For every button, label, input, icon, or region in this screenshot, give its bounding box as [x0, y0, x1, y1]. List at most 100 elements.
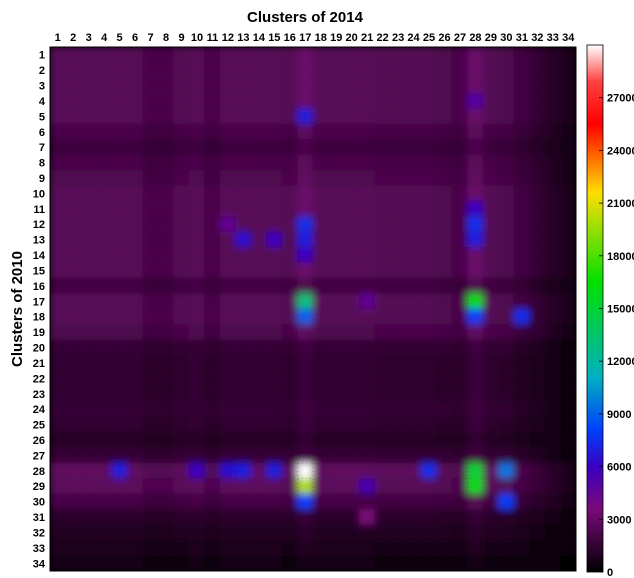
heatmap-cell [143, 509, 159, 525]
heatmap-cell [344, 170, 360, 186]
heatmap-cell [158, 185, 174, 201]
heatmap-cell [173, 509, 189, 525]
heatmap-cell [498, 201, 514, 217]
heatmap-cell [235, 540, 251, 556]
heatmap-cell [158, 309, 174, 325]
heatmap-cell [406, 370, 422, 386]
heatmap-cell [359, 185, 375, 201]
heatmap-cell [127, 463, 143, 479]
heatmap-cell [282, 309, 298, 325]
heatmap-cell [390, 355, 406, 371]
heatmap-cell [467, 524, 483, 540]
heatmap-cell [483, 93, 499, 109]
heatmap-cell [498, 278, 514, 294]
heatmap-cell [81, 340, 97, 356]
heatmap-cell [251, 78, 267, 94]
heatmap-cell [235, 478, 251, 494]
heatmap-cell [344, 432, 360, 448]
heatmap-cell [96, 401, 112, 417]
heatmap-cell [344, 108, 360, 124]
heatmap-cell [282, 47, 298, 63]
heatmap-cell [143, 232, 159, 248]
colorbar-tick-label: 18000 [607, 251, 634, 263]
x-tick-label: 17 [299, 32, 311, 44]
heatmap-cell [390, 401, 406, 417]
heatmap-cell [81, 540, 97, 556]
heatmap-cell [421, 309, 437, 325]
heatmap-cell [529, 62, 545, 78]
heatmap-cell [204, 78, 220, 94]
heatmap-cell [375, 139, 391, 155]
heatmap-cell [112, 478, 128, 494]
heatmap-cell [313, 340, 329, 356]
heatmap-cell [390, 555, 406, 571]
heatmap-cell [560, 417, 576, 433]
heatmap-cell [498, 47, 514, 63]
x-tick-label: 26 [438, 32, 450, 44]
heatmap-cell [498, 494, 514, 510]
heatmap-cell [375, 170, 391, 186]
heatmap-cell [266, 417, 282, 433]
heatmap-cell [158, 155, 174, 171]
heatmap-cell [50, 494, 66, 510]
heatmap-cell [483, 340, 499, 356]
heatmap-cell [560, 262, 576, 278]
heatmap-cell [220, 309, 236, 325]
heatmap-cell [220, 340, 236, 356]
heatmap-cell [467, 170, 483, 186]
heatmap-cell [143, 463, 159, 479]
heatmap-cell [545, 62, 561, 78]
heatmap-cell [560, 540, 576, 556]
heatmap-cell [266, 524, 282, 540]
heatmap-cell [421, 447, 437, 463]
heatmap-cell [514, 417, 530, 433]
heatmap-cell [282, 62, 298, 78]
heatmap-cell [375, 185, 391, 201]
heatmap-cell [297, 463, 313, 479]
heatmap-cell [436, 185, 452, 201]
heatmap-cell [328, 47, 344, 63]
heatmap-cell [344, 509, 360, 525]
x-tick-label: 7 [147, 32, 153, 44]
heatmap-cell [545, 524, 561, 540]
heatmap-cell [96, 540, 112, 556]
heatmap-cell [266, 386, 282, 402]
heatmap-cell [220, 78, 236, 94]
heatmap-cell [189, 355, 205, 371]
y-tick-label: 23 [33, 389, 45, 401]
heatmap-cell [406, 509, 422, 525]
heatmap-cell [545, 447, 561, 463]
heatmap-cell [297, 78, 313, 94]
heatmap-cell [421, 47, 437, 63]
heatmap-cell [467, 201, 483, 217]
heatmap-cell [436, 309, 452, 325]
heatmap-cell [173, 201, 189, 217]
heatmap-cell [313, 478, 329, 494]
heatmap-cell [96, 139, 112, 155]
heatmap-cell [282, 170, 298, 186]
heatmap-cell [96, 494, 112, 510]
heatmap-cell [359, 108, 375, 124]
heatmap-cell [96, 370, 112, 386]
heatmap-cell [112, 401, 128, 417]
heatmap-cell [406, 170, 422, 186]
heatmap-cell [328, 108, 344, 124]
heatmap-cell [545, 278, 561, 294]
heatmap-cell [220, 509, 236, 525]
heatmap-cell [282, 540, 298, 556]
heatmap-cell [65, 232, 81, 248]
heatmap-cell [421, 216, 437, 232]
x-tick-label: 30 [500, 32, 512, 44]
heatmap-cell [220, 555, 236, 571]
y-tick-label: 14 [33, 250, 46, 262]
heatmap-cell [529, 355, 545, 371]
heatmap-cell [467, 185, 483, 201]
heatmap-cell [50, 447, 66, 463]
heatmap-cell [436, 494, 452, 510]
heatmap-cell [81, 170, 97, 186]
heatmap-cell [560, 478, 576, 494]
heatmap-cell [406, 340, 422, 356]
heatmap-cell [112, 494, 128, 510]
heatmap-cell [251, 370, 267, 386]
heatmap-cell [220, 216, 236, 232]
